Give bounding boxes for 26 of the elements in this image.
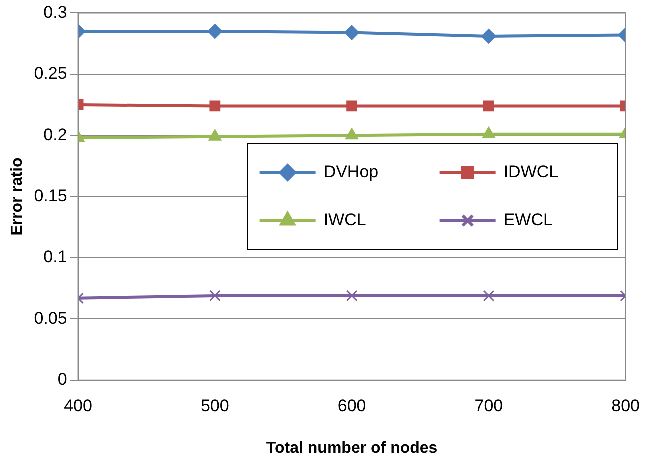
x-tick-label: 800: [612, 396, 640, 416]
point: [346, 290, 358, 302]
legend-label: DVHop: [324, 162, 379, 182]
x-axis-title: Total number of nodes: [266, 440, 438, 457]
y-tick-label: 0.25: [34, 64, 68, 84]
y-tick-label: 0.2: [44, 125, 68, 144]
x-tick-label: 700: [474, 396, 504, 416]
point: [483, 100, 494, 112]
y-tick-label: 0: [58, 370, 68, 390]
x-tick-label: 600: [338, 396, 366, 416]
point: [208, 24, 223, 40]
y-tick-label: 0.15: [34, 186, 68, 206]
y-tick-label: 0.1: [44, 248, 68, 267]
point: [481, 28, 496, 44]
legend-label: IWCL: [324, 210, 366, 230]
legend-label: EWCL: [504, 210, 553, 230]
y-tick-label: 0.05: [34, 308, 68, 328]
point: [483, 290, 495, 302]
legend-label: IDWCL: [504, 162, 559, 182]
x-tick-label: 500: [200, 396, 230, 416]
point: [210, 100, 221, 112]
point: [346, 100, 358, 112]
x-tick-label: 400: [64, 396, 92, 416]
y-axis-title: Error ratio: [9, 157, 26, 236]
point: [344, 25, 360, 40]
y-tick-label: 0.3: [44, 2, 68, 22]
